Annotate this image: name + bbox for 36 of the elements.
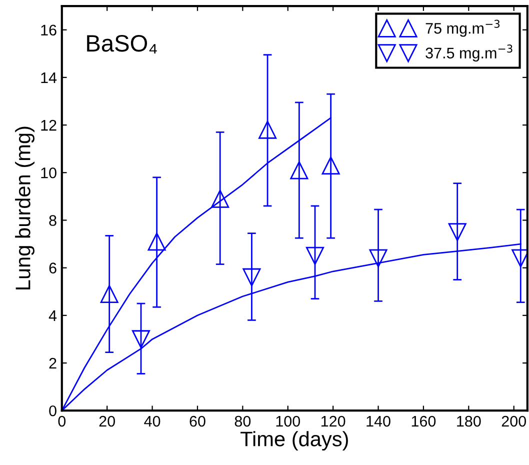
- x-axis-title: Time (days): [240, 431, 348, 451]
- x-tick-label: 200: [502, 416, 526, 427]
- x-tick-label: 100: [276, 416, 300, 427]
- point: [258, 120, 277, 139]
- point: [369, 249, 388, 268]
- legend-label: 37.5 mg.m$^{−3}$: [426, 44, 512, 62]
- point: [242, 268, 261, 286]
- x-tick-label: 20: [99, 416, 115, 427]
- annotation: BaSO₄: [87, 34, 157, 54]
- y-tick-label: 0: [49, 405, 56, 416]
- y-tick-label: 8: [49, 215, 56, 226]
- point: [100, 284, 118, 304]
- y-tick-label: 12: [41, 120, 56, 131]
- y-axis-title: Lung burden (mg): [15, 126, 34, 290]
- point: [290, 161, 308, 180]
- x-tick-label: 180: [457, 416, 481, 427]
- x-tick-label: 120: [321, 416, 346, 427]
- legend-label: 75 mg.m$^{−3}$: [426, 20, 500, 37]
- y-tick-label: 16: [41, 24, 56, 36]
- point: [448, 223, 466, 242]
- x-tick-label: 160: [412, 416, 436, 427]
- x-tick-label: 60: [190, 416, 206, 427]
- point: [322, 156, 340, 175]
- x-tick-label: 80: [234, 416, 251, 427]
- y-tick-label: 4: [48, 310, 57, 321]
- point: [148, 232, 166, 251]
- y-tick-label: 6: [49, 262, 56, 274]
- y-tick-label: 10: [41, 167, 56, 178]
- point: [211, 190, 230, 208]
- x-tick-label: 0: [58, 416, 66, 427]
- y-tick-label: 2: [49, 358, 56, 369]
- point: [132, 330, 150, 348]
- point: [306, 246, 324, 265]
- x-tick-label: 140: [366, 416, 390, 427]
- y-tick-label: 14: [41, 72, 57, 83]
- x-tick-label: 40: [144, 416, 160, 427]
